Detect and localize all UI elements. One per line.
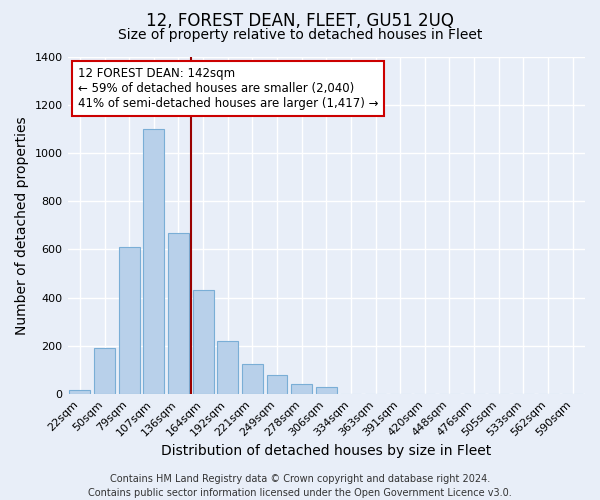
Text: Size of property relative to detached houses in Fleet: Size of property relative to detached ho… [118,28,482,42]
Bar [168,232,189,394]
Text: Contains HM Land Registry data © Crown copyright and database right 2024.
Contai: Contains HM Land Registry data © Crown c… [88,474,512,498]
Bar [94,348,115,394]
Bar [266,375,287,394]
Bar [70,390,91,394]
Bar [193,290,214,394]
Bar [217,341,238,394]
Bar [143,129,164,394]
Bar [291,384,312,394]
Text: 12, FOREST DEAN, FLEET, GU51 2UQ: 12, FOREST DEAN, FLEET, GU51 2UQ [146,12,454,30]
Bar [242,364,263,394]
X-axis label: Distribution of detached houses by size in Fleet: Distribution of detached houses by size … [161,444,491,458]
Y-axis label: Number of detached properties: Number of detached properties [15,116,29,334]
Bar [119,247,140,394]
Bar [316,387,337,394]
Text: 12 FOREST DEAN: 142sqm
← 59% of detached houses are smaller (2,040)
41% of semi-: 12 FOREST DEAN: 142sqm ← 59% of detached… [78,66,379,110]
